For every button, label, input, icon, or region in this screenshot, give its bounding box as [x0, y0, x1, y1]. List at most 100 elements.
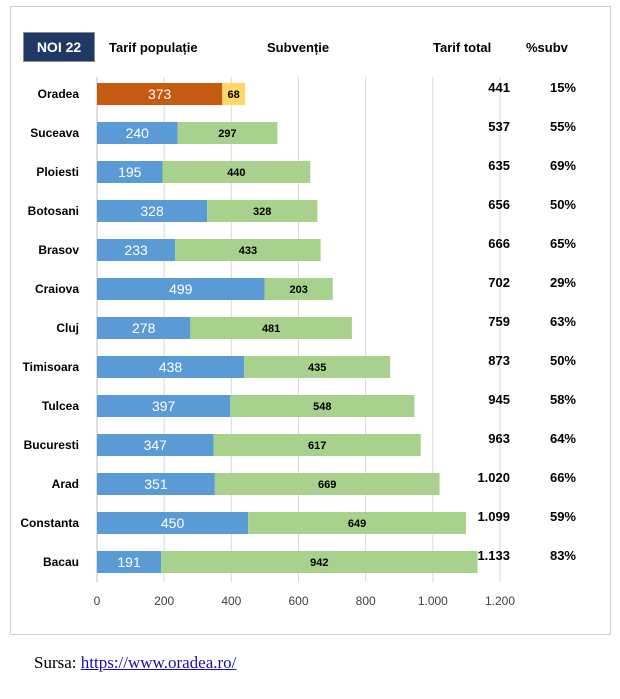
bar-resident: [97, 473, 215, 495]
resident-value-label: 373: [148, 86, 172, 102]
subsidy-percent-value: 63%: [550, 314, 576, 329]
total-tariff-value: 635: [488, 158, 510, 173]
subsidy-value-label: 649: [348, 518, 366, 530]
resident-value-label: 450: [161, 515, 185, 531]
subsidy-value-label: 68: [228, 89, 240, 101]
bar-resident: [97, 200, 208, 222]
source-link[interactable]: https://www.oradea.ro/: [80, 653, 237, 672]
x-tick-label: 0: [94, 594, 101, 608]
bar-resident: [97, 278, 265, 300]
header-subsidy-percent: %subv: [526, 40, 568, 55]
bar-resident: [97, 83, 223, 105]
resident-value-label: 397: [152, 398, 176, 414]
header-subsidy: Subvenție: [267, 40, 330, 55]
subsidy-value-label: 435: [308, 362, 326, 374]
bar-subsidy: [175, 239, 321, 261]
resident-value-label: 328: [140, 203, 164, 219]
resident-value-label: 347: [144, 437, 168, 453]
x-tick-label: 1.000: [418, 594, 448, 608]
period-badge: NOI 22: [23, 32, 95, 62]
category-label: Botosani: [28, 204, 79, 218]
bar-resident: [97, 161, 163, 183]
subsidy-value-label: 942: [310, 557, 328, 569]
bar-resident: [97, 551, 162, 573]
category-label: Brasov: [38, 243, 79, 257]
bar-subsidy: [264, 278, 333, 300]
total-tariff-value: 702: [488, 275, 510, 290]
header-total-tariff: Tarif total: [433, 40, 492, 55]
subsidy-percent-value: 50%: [550, 353, 576, 368]
resident-value-label: 195: [118, 164, 142, 180]
category-label: Bucuresti: [24, 438, 79, 452]
bar-resident: [97, 122, 178, 144]
subsidy-value-label: 440: [227, 167, 245, 179]
bar-subsidy: [248, 512, 467, 534]
bar-subsidy: [230, 395, 415, 417]
category-label: Cluj: [56, 321, 79, 335]
bar-subsidy: [177, 122, 278, 144]
total-tariff-value: 873: [488, 353, 510, 368]
total-tariff-value: 656: [488, 197, 510, 212]
total-tariff-value: 945: [488, 392, 510, 407]
subsidy-percent-value: 50%: [550, 197, 576, 212]
subsidy-percent-value: 29%: [550, 275, 576, 290]
category-label: Craiova: [35, 282, 79, 296]
resident-value-label: 233: [124, 242, 148, 258]
bar-resident: [97, 512, 249, 534]
resident-value-label: 240: [126, 125, 150, 141]
stacked-bar-chart: 0 200 400 600 800 1.000 1.200 Oradea 373 68 441 15%…: [20, 77, 576, 608]
total-tariff-value: 963: [488, 431, 510, 446]
subsidy-value-label: 203: [289, 284, 307, 296]
header-resident-tariff: Tarif populație: [109, 40, 198, 55]
subsidy-percent-value: 55%: [550, 119, 576, 134]
subsidy-percent-value: 64%: [550, 431, 576, 446]
total-tariff-value: 666: [488, 236, 510, 251]
x-tick-label: 800: [356, 594, 376, 608]
total-tariff-value: 1.133: [477, 548, 510, 563]
source-label: Sursa:: [34, 653, 77, 672]
category-label: Ploiesti: [36, 165, 79, 179]
category-label: Constanta: [20, 516, 79, 530]
subsidy-percent-value: 83%: [550, 548, 576, 563]
subsidy-percent-value: 65%: [550, 236, 576, 251]
total-tariff-value: 1.020: [477, 470, 510, 485]
subsidy-percent-value: 69%: [550, 158, 576, 173]
subsidy-value-label: 328: [253, 206, 271, 218]
bar-subsidy: [162, 161, 311, 183]
resident-value-label: 499: [169, 281, 193, 297]
subsidy-value-label: 617: [308, 440, 326, 452]
subsidy-value-label: 481: [262, 323, 280, 335]
subsidy-value-label: 433: [239, 245, 257, 257]
bar-resident: [97, 317, 191, 339]
category-label: Arad: [52, 477, 79, 491]
resident-value-label: 438: [159, 359, 183, 375]
bar-resident: [97, 356, 245, 378]
category-label: Timisoara: [23, 360, 80, 374]
total-tariff-value: 1.099: [477, 509, 510, 524]
resident-value-label: 351: [144, 476, 168, 492]
subsidy-value-label: 669: [318, 479, 336, 491]
x-tick-label: 1.200: [485, 594, 515, 608]
bar-resident: [97, 434, 214, 456]
x-tick-label: 200: [154, 594, 174, 608]
bar-subsidy: [190, 317, 352, 339]
subsidy-value-label: 297: [218, 128, 236, 140]
subsidy-percent-value: 15%: [550, 80, 576, 95]
category-label: Oradea: [38, 87, 80, 101]
bar-subsidy: [213, 434, 421, 456]
bar-subsidy: [207, 200, 318, 222]
resident-value-label: 191: [117, 554, 141, 570]
bar-subsidy: [244, 356, 391, 378]
chart-frame: NOI 22 Tarif populație Subvenție Tarif t…: [10, 6, 611, 635]
bar-resident: [97, 239, 176, 261]
x-tick-label: 400: [221, 594, 241, 608]
bar-resident: [97, 395, 231, 417]
x-tick-label: 600: [288, 594, 308, 608]
subsidy-percent-value: 66%: [550, 470, 576, 485]
total-tariff-value: 441: [488, 80, 510, 95]
category-label: Bacau: [43, 555, 79, 569]
bar-subsidy: [161, 551, 478, 573]
subsidy-percent-value: 58%: [550, 392, 576, 407]
category-label: Suceava: [30, 126, 79, 140]
category-label: Tulcea: [42, 399, 79, 413]
